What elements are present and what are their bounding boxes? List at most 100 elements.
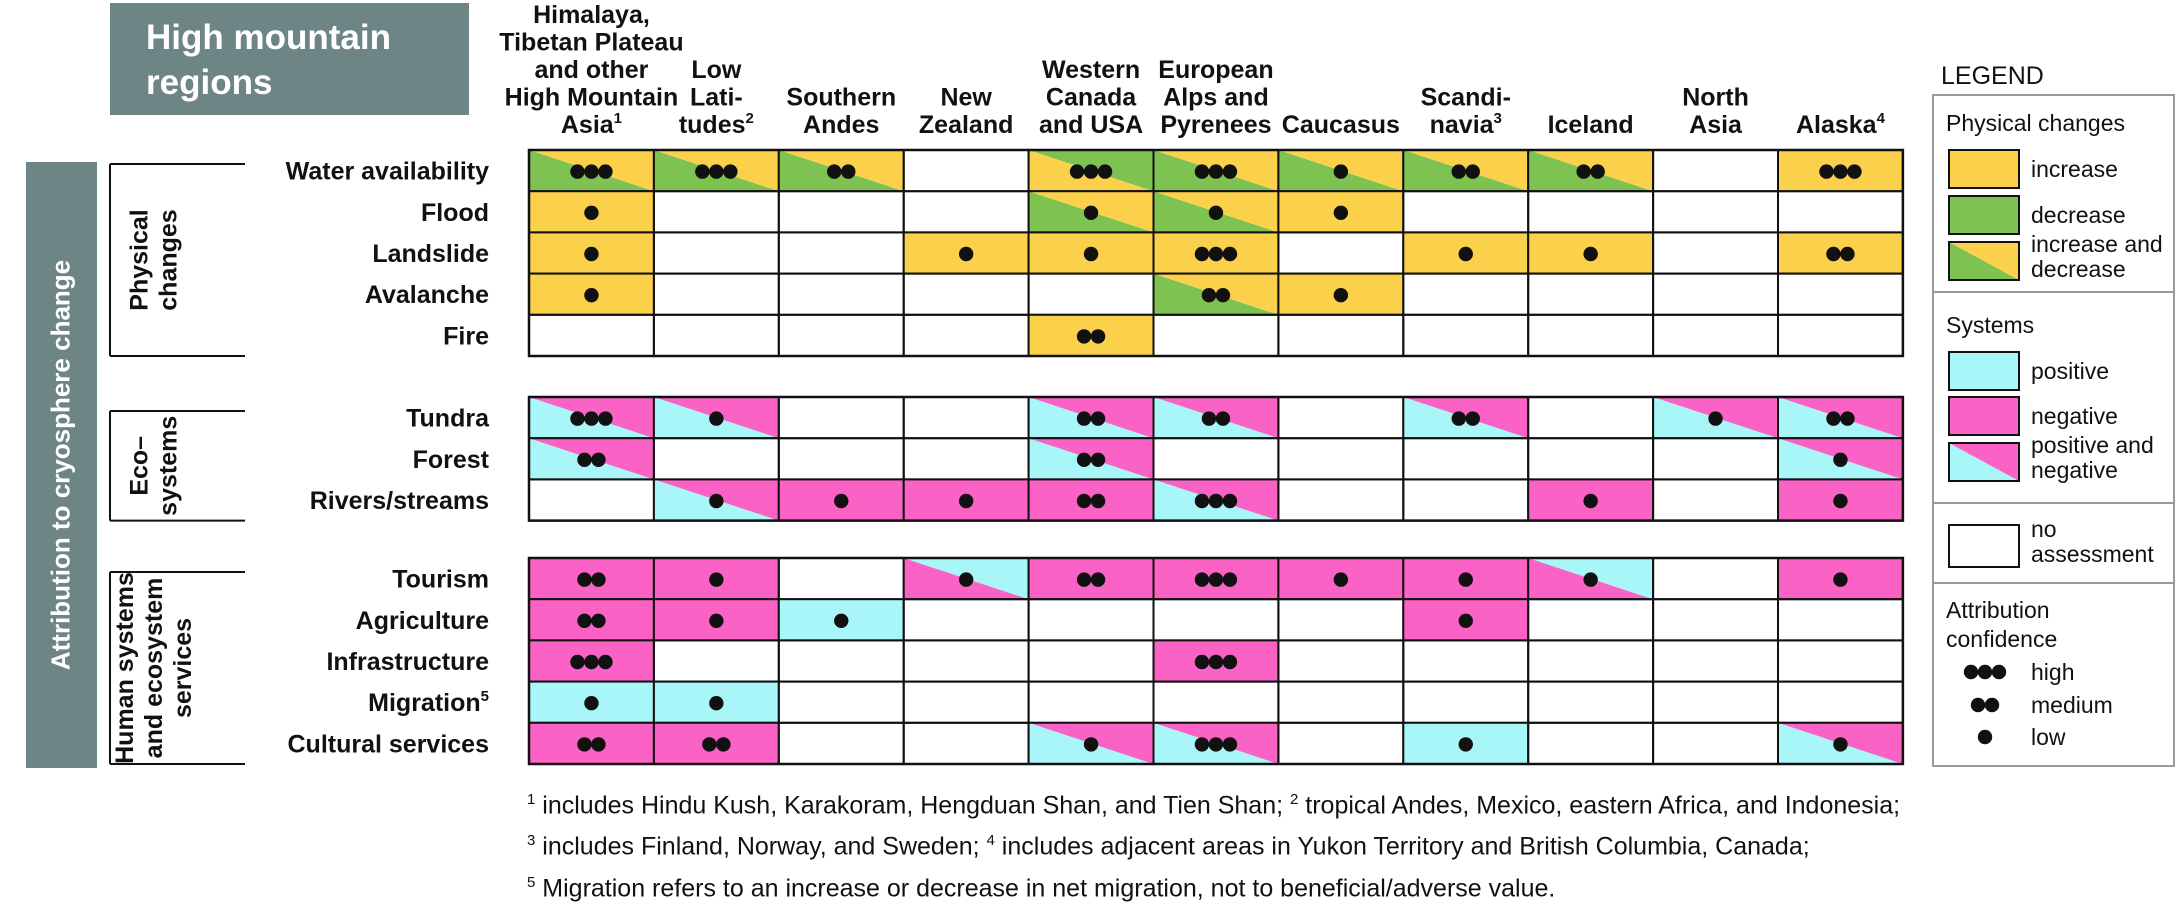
footnote-line-2: 3 includes Finland, Norway, and Sweden; … — [527, 823, 2127, 864]
group-label-line: Eco– — [126, 436, 154, 496]
legend-swatch-border — [1948, 195, 2020, 235]
row-label: Migration5 — [368, 688, 489, 717]
region-header: tudes2 — [679, 110, 754, 139]
legend-confidence-item: high — [2031, 659, 2074, 685]
cell-fill-upper — [1153, 273, 1279, 315]
cell-fill-upper — [1403, 150, 1529, 192]
legend-confidence-heading: Attribution — [1946, 597, 2050, 623]
cell-border — [652, 272, 780, 316]
cell-border — [777, 190, 905, 234]
footnote-mark: 1 — [527, 791, 536, 808]
cell-border — [777, 231, 905, 275]
cell-border — [777, 313, 905, 357]
legend-physical-item: decrease — [2031, 202, 2126, 228]
confidence-dot — [1215, 411, 1231, 426]
cell-border — [1402, 680, 1530, 724]
confidence-dot — [584, 411, 599, 426]
confidence-dot — [709, 411, 724, 426]
cell-border — [1652, 639, 1779, 683]
cell-border — [902, 437, 1030, 481]
cell-border — [902, 149, 1030, 193]
row-label: Infrastructure — [326, 648, 489, 676]
cell-fill-upper — [1153, 397, 1279, 439]
cell-border — [1402, 639, 1530, 683]
confidence-dot — [1840, 246, 1855, 262]
legend-systems-item: negative — [2031, 403, 2118, 429]
cell-border — [1027, 598, 1155, 642]
cell-border — [1402, 313, 1530, 357]
confidence-dot — [723, 164, 738, 179]
cell-fill-lower — [1028, 438, 1154, 480]
cell-fill-upper — [1153, 150, 1279, 192]
cell-border — [1527, 396, 1655, 440]
cell-border — [1652, 721, 1779, 765]
confidence-dot — [1583, 246, 1598, 262]
confidence-dot — [1458, 246, 1473, 262]
cell-border — [1527, 598, 1655, 642]
confidence-dot — [1458, 737, 1473, 752]
confidence-dot — [591, 452, 606, 467]
confidence-dot — [1826, 246, 1841, 262]
cell-border — [777, 437, 905, 481]
region-header: Alaska4 — [1796, 110, 1886, 139]
confidence-dot — [1076, 411, 1092, 426]
confidence-dot — [958, 572, 974, 587]
group-outline — [527, 556, 1905, 766]
confidence-dot — [1194, 246, 1210, 262]
cell-border — [777, 272, 905, 316]
legend-physical-item: increase and — [2031, 231, 2163, 257]
cell-fill-upper — [653, 479, 779, 521]
cell-fill-upper — [1153, 191, 1279, 233]
confidence-dot — [1208, 164, 1224, 179]
row-label: Tundra — [406, 405, 490, 433]
footnote-text: includes Finland, Norway, and Sweden; — [535, 832, 987, 861]
confidence-dot — [1201, 288, 1217, 303]
cell-border — [902, 680, 1030, 724]
confidence-dot — [1465, 164, 1480, 179]
cell-fill-lower — [1028, 191, 1154, 233]
cell-border — [1652, 598, 1779, 642]
region-header: and other — [534, 56, 648, 84]
confidence-dot — [1222, 246, 1238, 262]
group-outline — [527, 148, 1905, 358]
confidence-dot — [1076, 493, 1092, 509]
confidence-dot — [1833, 452, 1848, 467]
confidence-dot — [1090, 572, 1106, 587]
confidence-dot — [577, 572, 592, 587]
legend-title: LEGEND — [1941, 62, 2044, 90]
cell-fill-upper — [1528, 150, 1654, 192]
legend-physical-heading: Physical changes — [1946, 110, 2125, 136]
legend-swatch-border — [1948, 442, 2020, 482]
row-label: Fire — [443, 322, 489, 350]
cell-border — [1027, 680, 1155, 724]
confidence-dot — [570, 654, 585, 670]
region-header: Western — [1042, 56, 1140, 84]
confidence-dot — [1222, 493, 1238, 509]
cell-fill-lower — [1278, 150, 1404, 192]
cell-border — [1277, 680, 1405, 724]
confidence-dot — [1194, 493, 1210, 509]
legend-confidence-dot — [1963, 664, 1979, 680]
footnote-text: Migration refers to an increase or decre… — [535, 873, 1556, 902]
footnote-mark: 2 — [1290, 791, 1299, 808]
cell-fill-lower — [903, 558, 1029, 600]
cell-border — [1652, 557, 1779, 601]
legend-box — [1932, 94, 2175, 767]
cell-border — [528, 313, 655, 357]
cell-fill-upper — [778, 150, 904, 192]
confidence-dot — [1076, 329, 1092, 344]
cell-border — [777, 680, 905, 724]
cell-border — [652, 437, 780, 481]
legend-confidence-dot — [1977, 729, 1993, 745]
legend-systems-item: positive and — [2031, 432, 2154, 458]
cell-border — [1277, 478, 1405, 522]
confidence-dot — [577, 613, 592, 628]
region-header: Asia1 — [561, 110, 622, 139]
row-label: Landslide — [372, 240, 489, 268]
cell-fill-upper — [1153, 722, 1279, 764]
cell-fill-lower — [529, 438, 654, 480]
legend-systems-item: negative — [2031, 457, 2118, 483]
cell-border — [1402, 478, 1530, 522]
confidence-dot — [1451, 411, 1466, 426]
group-label-line: services — [169, 618, 197, 718]
